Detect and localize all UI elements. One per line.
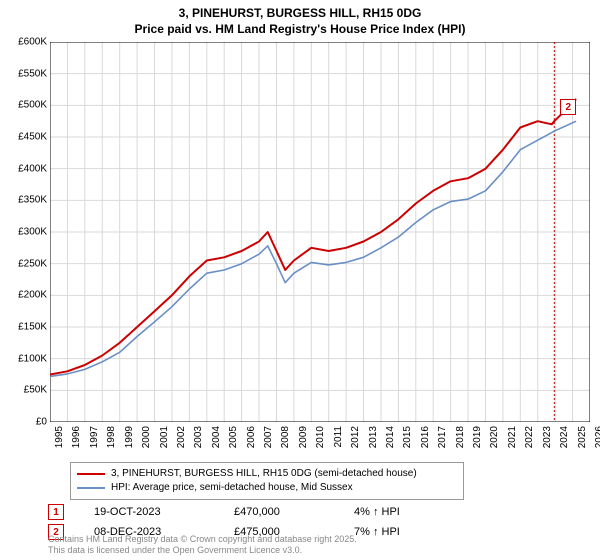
x-tick-label: 2008 <box>280 426 291 448</box>
title-line-1: 3, PINEHURST, BURGESS HILL, RH15 0DG <box>0 6 600 22</box>
x-tick-label: 2003 <box>193 426 204 448</box>
y-tick-label: £450K <box>18 132 47 143</box>
y-tick-label: £250K <box>18 258 47 269</box>
x-tick-label: 2017 <box>437 426 448 448</box>
y-tick-label: £350K <box>18 195 47 206</box>
x-tick-label: 2021 <box>507 426 518 448</box>
x-tick-label: 2001 <box>159 426 170 448</box>
marker-price: £470,000 <box>234 506 354 518</box>
x-tick-label: 2014 <box>385 426 396 448</box>
y-tick-label: £150K <box>18 322 47 333</box>
y-tick-label: £400K <box>18 163 47 174</box>
x-tick-label: 2024 <box>559 426 570 448</box>
x-tick-label: 2006 <box>246 426 257 448</box>
y-tick-label: £100K <box>18 353 47 364</box>
x-tick-label: 2012 <box>350 426 361 448</box>
x-tick-label: 2018 <box>455 426 466 448</box>
legend-swatch <box>77 473 105 475</box>
marker-delta: 7% ↑ HPI <box>354 526 400 538</box>
y-tick-label: £600K <box>18 37 47 48</box>
x-tick-label: 2010 <box>315 426 326 448</box>
legend: 3, PINEHURST, BURGESS HILL, RH15 0DG (se… <box>70 462 464 500</box>
legend-label: 3, PINEHURST, BURGESS HILL, RH15 0DG (se… <box>111 467 417 481</box>
x-tick-label: 2025 <box>577 426 588 448</box>
legend-item: HPI: Average price, semi-detached house,… <box>77 481 457 495</box>
chart-plot-area <box>50 42 590 422</box>
footer-line-2: This data is licensed under the Open Gov… <box>48 545 357 556</box>
marker-number-box: 1 <box>48 504 64 520</box>
x-tick-label: 2005 <box>228 426 239 448</box>
x-tick-label: 2019 <box>472 426 483 448</box>
legend-swatch <box>77 487 105 489</box>
y-tick-label: £50K <box>24 385 47 396</box>
x-tick-label: 2026 <box>594 426 600 448</box>
x-tick-label: 1995 <box>54 426 65 448</box>
marker-date: 19-OCT-2023 <box>94 506 234 518</box>
y-tick-label: £0 <box>36 417 47 428</box>
x-tick-label: 2011 <box>333 426 344 448</box>
title-line-2: Price paid vs. HM Land Registry's House … <box>0 22 600 38</box>
footer-line-1: Contains HM Land Registry data © Crown c… <box>48 534 357 545</box>
legend-label: HPI: Average price, semi-detached house,… <box>111 481 353 495</box>
chart-title: 3, PINEHURST, BURGESS HILL, RH15 0DG Pri… <box>0 0 600 37</box>
x-tick-label: 2013 <box>368 426 379 448</box>
x-tick-label: 2000 <box>141 426 152 448</box>
x-tick-label: 2022 <box>524 426 535 448</box>
chart-marker-box: 2 <box>560 99 576 115</box>
x-tick-label: 1998 <box>106 426 117 448</box>
x-tick-label: 2007 <box>263 426 274 448</box>
x-tick-label: 2002 <box>176 426 187 448</box>
x-tick-label: 2020 <box>489 426 500 448</box>
marker-table-row: 1 19-OCT-2023 £470,000 4% ↑ HPI <box>48 504 400 520</box>
x-tick-label: 2015 <box>402 426 413 448</box>
x-tick-label: 2004 <box>211 426 222 448</box>
x-tick-label: 2023 <box>542 426 553 448</box>
y-tick-label: £550K <box>18 68 47 79</box>
x-tick-label: 1997 <box>89 426 100 448</box>
footer-attribution: Contains HM Land Registry data © Crown c… <box>48 534 357 556</box>
chart-svg <box>50 42 590 422</box>
x-tick-label: 1996 <box>71 426 82 448</box>
legend-item: 3, PINEHURST, BURGESS HILL, RH15 0DG (se… <box>77 467 457 481</box>
y-tick-label: £300K <box>18 227 47 238</box>
x-tick-label: 2009 <box>298 426 309 448</box>
x-tick-label: 2016 <box>420 426 431 448</box>
marker-delta: 4% ↑ HPI <box>354 506 400 518</box>
y-tick-label: £500K <box>18 100 47 111</box>
y-tick-label: £200K <box>18 290 47 301</box>
x-tick-label: 1999 <box>124 426 135 448</box>
chart-container: 3, PINEHURST, BURGESS HILL, RH15 0DG Pri… <box>0 0 600 560</box>
